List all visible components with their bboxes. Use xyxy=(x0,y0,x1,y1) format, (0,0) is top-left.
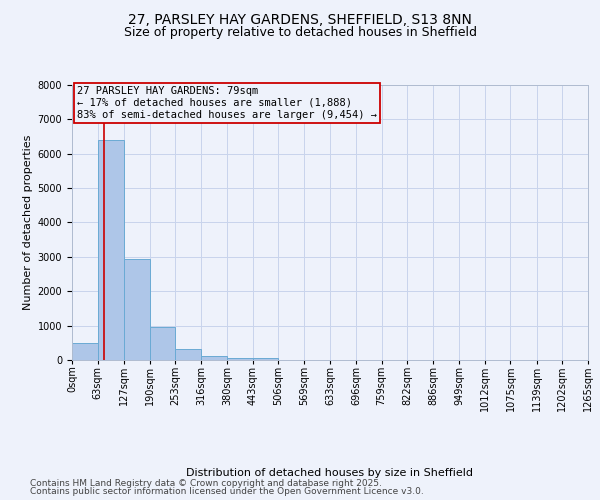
Bar xyxy=(227,358,253,360)
Bar xyxy=(72,343,98,360)
Y-axis label: Number of detached properties: Number of detached properties xyxy=(23,135,34,310)
Bar xyxy=(201,356,227,360)
Text: Contains HM Land Registry data © Crown copyright and database right 2025.: Contains HM Land Registry data © Crown c… xyxy=(30,478,382,488)
Bar xyxy=(253,358,278,360)
Text: Size of property relative to detached houses in Sheffield: Size of property relative to detached ho… xyxy=(124,26,476,39)
Bar xyxy=(175,348,201,360)
Bar xyxy=(98,140,124,360)
Text: 27 PARSLEY HAY GARDENS: 79sqm
← 17% of detached houses are smaller (1,888)
83% o: 27 PARSLEY HAY GARDENS: 79sqm ← 17% of d… xyxy=(77,86,377,120)
Text: 27, PARSLEY HAY GARDENS, SHEFFIELD, S13 8NN: 27, PARSLEY HAY GARDENS, SHEFFIELD, S13 … xyxy=(128,12,472,26)
Bar xyxy=(124,258,149,360)
Text: Distribution of detached houses by size in Sheffield: Distribution of detached houses by size … xyxy=(187,468,473,477)
Text: Contains public sector information licensed under the Open Government Licence v3: Contains public sector information licen… xyxy=(30,487,424,496)
Bar xyxy=(149,328,175,360)
